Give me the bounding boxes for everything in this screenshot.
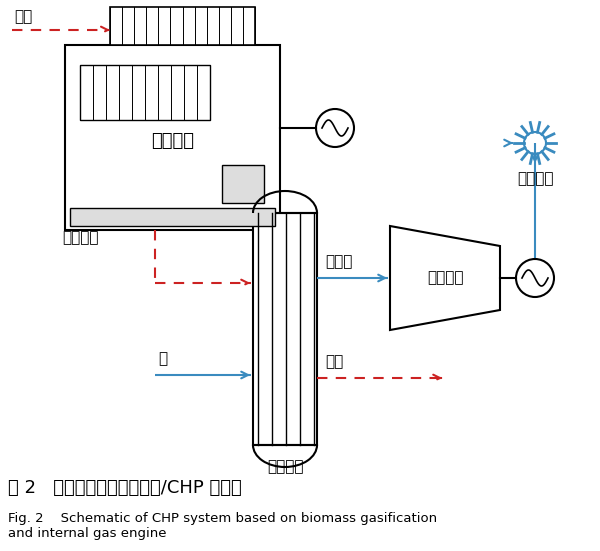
- Text: 供热用户: 供热用户: [517, 171, 553, 186]
- Text: 内燃机组: 内燃机组: [151, 132, 194, 150]
- Bar: [80, 65, 210, 120]
- Bar: [65, 45, 280, 230]
- Text: 水: 水: [158, 352, 167, 366]
- Text: 汽轮机组: 汽轮机组: [427, 271, 463, 285]
- Text: 燃气: 燃气: [14, 9, 32, 24]
- Text: 余热锅炉: 余热锅炉: [267, 460, 303, 474]
- Text: 高温烟气: 高温烟气: [62, 230, 98, 246]
- Text: 水蒸气: 水蒸气: [325, 255, 352, 269]
- Text: 图 2   生物质气化内燃机发电/CHP 示意图: 图 2 生物质气化内燃机发电/CHP 示意图: [8, 479, 242, 497]
- Text: 烟气: 烟气: [325, 354, 343, 370]
- Text: Fig. 2    Schematic of CHP system based on biomass gasification
and internal gas: Fig. 2 Schematic of CHP system based on …: [8, 512, 437, 540]
- Bar: [70, 208, 275, 226]
- Bar: [222, 165, 264, 203]
- Bar: [253, 213, 317, 445]
- Bar: [110, 7, 255, 45]
